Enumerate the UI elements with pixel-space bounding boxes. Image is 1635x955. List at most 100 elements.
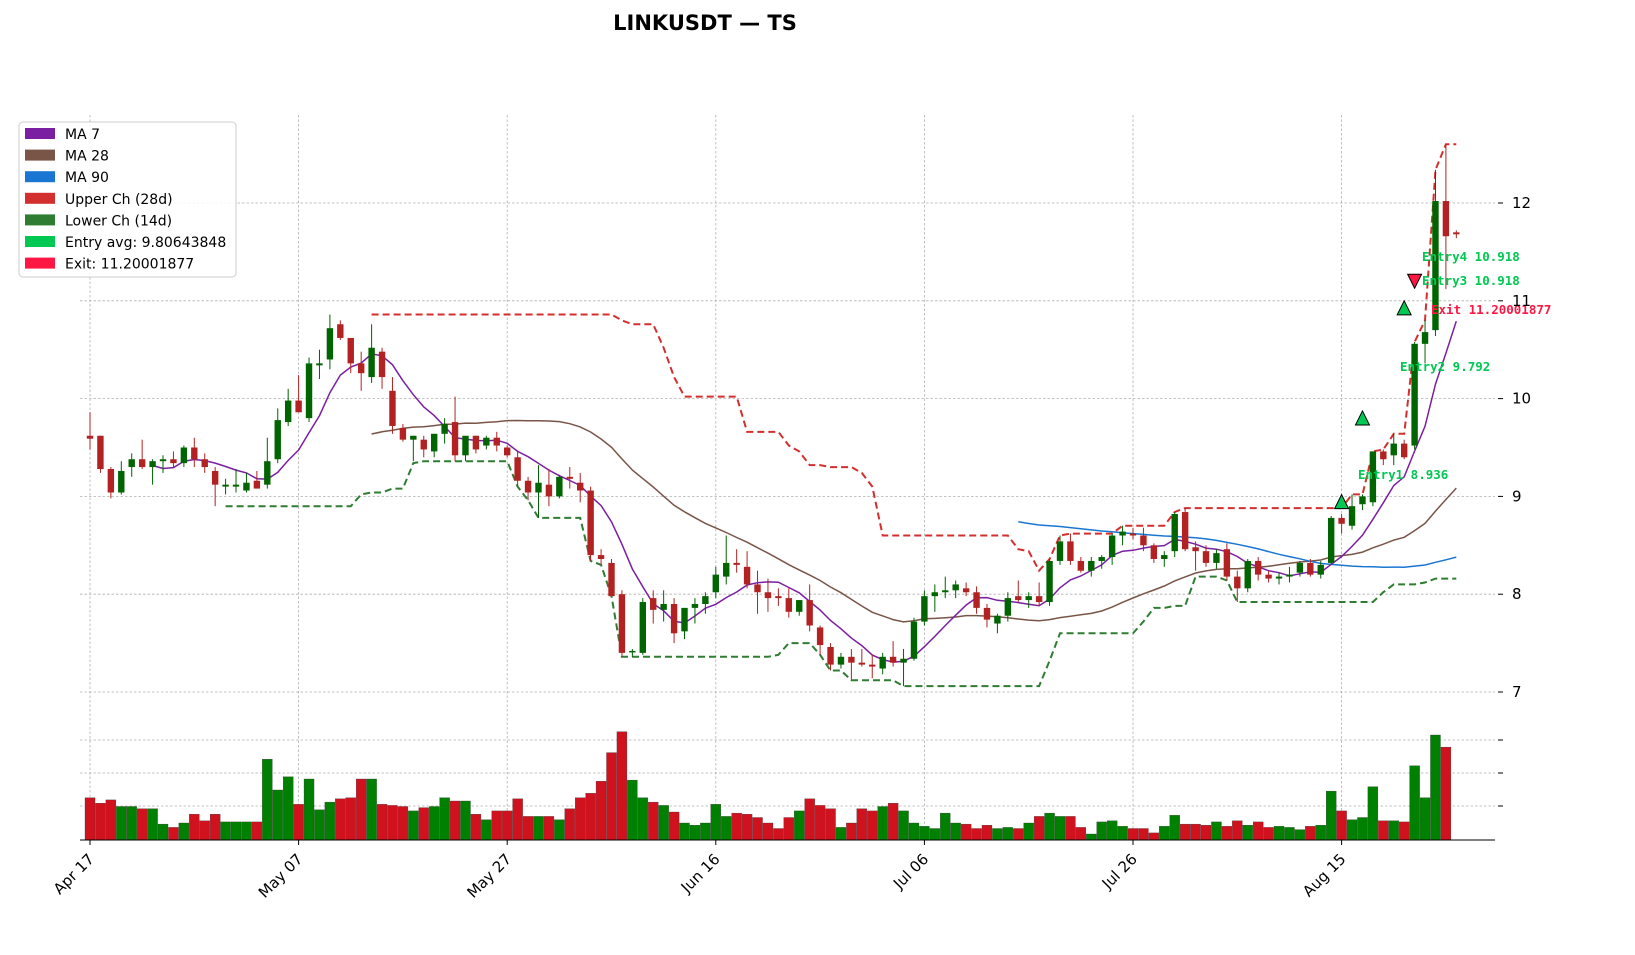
candle-body bbox=[420, 439, 427, 450]
candle-body bbox=[764, 592, 772, 599]
volume-bar bbox=[1315, 825, 1326, 841]
trade-annotation: Entry2 9.792 bbox=[1400, 359, 1490, 374]
volume-bar bbox=[908, 822, 920, 841]
volume-bar bbox=[220, 821, 231, 841]
candle-body bbox=[535, 482, 542, 493]
volume-bar bbox=[1075, 827, 1086, 841]
volume-bar bbox=[1284, 827, 1295, 841]
volume-bar bbox=[960, 823, 972, 841]
volume-bar bbox=[157, 823, 169, 841]
candle-body bbox=[597, 555, 605, 559]
legend: MA 7 MA 28 MA 90 Upper Ch (28d) Lower Ch (14… bbox=[18, 121, 237, 278]
candle-body bbox=[1442, 201, 1450, 237]
candle-body bbox=[264, 461, 271, 485]
candle-body bbox=[149, 461, 156, 468]
candle-body bbox=[629, 650, 636, 653]
candle-body bbox=[1150, 545, 1158, 559]
volume-bar bbox=[1273, 826, 1285, 841]
candle-body bbox=[1348, 506, 1356, 526]
candle-body bbox=[524, 480, 532, 493]
candle-body bbox=[816, 627, 824, 646]
candle-body bbox=[577, 482, 584, 491]
moving-average-layer bbox=[152, 320, 1458, 663]
volume-bar bbox=[992, 828, 1003, 841]
volume-bar bbox=[689, 825, 701, 841]
candle-body bbox=[691, 603, 699, 608]
volume-bar bbox=[251, 821, 263, 841]
volume-bar bbox=[168, 827, 179, 841]
candle-body bbox=[587, 490, 594, 556]
volume-bar bbox=[1023, 822, 1034, 841]
volume-bar bbox=[648, 801, 659, 841]
candle-body bbox=[754, 584, 761, 593]
volume-bar bbox=[1200, 825, 1212, 841]
volume-bar bbox=[1127, 828, 1139, 841]
candle-body bbox=[796, 600, 803, 612]
volume-bar bbox=[804, 798, 815, 841]
candle-body bbox=[107, 469, 115, 493]
y-tick-label: 8 bbox=[1512, 585, 1522, 603]
y-tick-label: 10 bbox=[1512, 390, 1531, 408]
candle-body bbox=[462, 435, 469, 456]
volume-bar bbox=[387, 805, 398, 841]
volume-bar bbox=[1117, 826, 1128, 841]
entry-marker bbox=[1333, 493, 1350, 510]
candle-body bbox=[1108, 535, 1116, 558]
candle-body bbox=[1056, 541, 1064, 561]
candle-body bbox=[86, 435, 94, 439]
candle-body bbox=[1181, 512, 1189, 550]
candle-body bbox=[827, 647, 834, 665]
volume-bar bbox=[835, 827, 847, 841]
volume-bar bbox=[668, 811, 680, 841]
volume-bar bbox=[418, 807, 429, 841]
candle-body bbox=[253, 480, 261, 489]
legend-label: Lower Ch (14d) bbox=[65, 213, 172, 229]
candle-body bbox=[1192, 547, 1199, 552]
candle-body bbox=[1161, 555, 1168, 559]
volume-bar bbox=[1169, 815, 1180, 841]
volume-bar bbox=[887, 803, 899, 841]
candle-body bbox=[1359, 496, 1366, 505]
volume-bar bbox=[1336, 810, 1347, 841]
volume-bar bbox=[1138, 828, 1149, 841]
volume-bar bbox=[293, 804, 304, 841]
volume-bar bbox=[814, 805, 826, 841]
volume-bar bbox=[449, 800, 461, 841]
volume-bar bbox=[1263, 827, 1274, 841]
candle-body bbox=[295, 400, 302, 413]
candle-body bbox=[1338, 517, 1345, 524]
chart-title: LINKUSDT — TS bbox=[613, 11, 797, 35]
volume-bar bbox=[210, 814, 221, 841]
candle-body bbox=[785, 598, 793, 612]
volume-bar bbox=[502, 810, 513, 841]
candle-body bbox=[378, 351, 386, 378]
channel-upper-layer bbox=[371, 143, 1457, 573]
candle-body bbox=[1202, 551, 1210, 563]
volume-bar bbox=[230, 821, 242, 841]
volume-bar bbox=[1232, 820, 1243, 841]
volume-bar bbox=[1159, 826, 1170, 841]
volume-bar bbox=[1294, 829, 1306, 841]
candle-body bbox=[1025, 596, 1032, 601]
volume-bar bbox=[898, 810, 909, 841]
candle-body bbox=[1369, 451, 1377, 503]
candle-body bbox=[211, 470, 219, 485]
volume-bar bbox=[919, 826, 930, 841]
volume-bar bbox=[1013, 828, 1024, 841]
candle-body bbox=[1035, 596, 1043, 603]
volume-bar bbox=[658, 805, 669, 841]
volume-bar bbox=[637, 797, 648, 841]
volume-bar bbox=[1106, 820, 1118, 841]
lower-channel-line bbox=[225, 460, 1457, 688]
volume-bar bbox=[627, 779, 638, 841]
volume-bar bbox=[731, 812, 742, 841]
volume-bar bbox=[314, 809, 325, 841]
volume-bar bbox=[783, 817, 794, 841]
candle-body bbox=[1296, 562, 1304, 573]
candle-body bbox=[608, 562, 615, 597]
grid-layer bbox=[80, 115, 1495, 840]
candle-body bbox=[650, 598, 657, 610]
volume-bar bbox=[877, 806, 888, 841]
candle-body bbox=[660, 603, 667, 610]
volume-bar bbox=[1002, 827, 1013, 841]
